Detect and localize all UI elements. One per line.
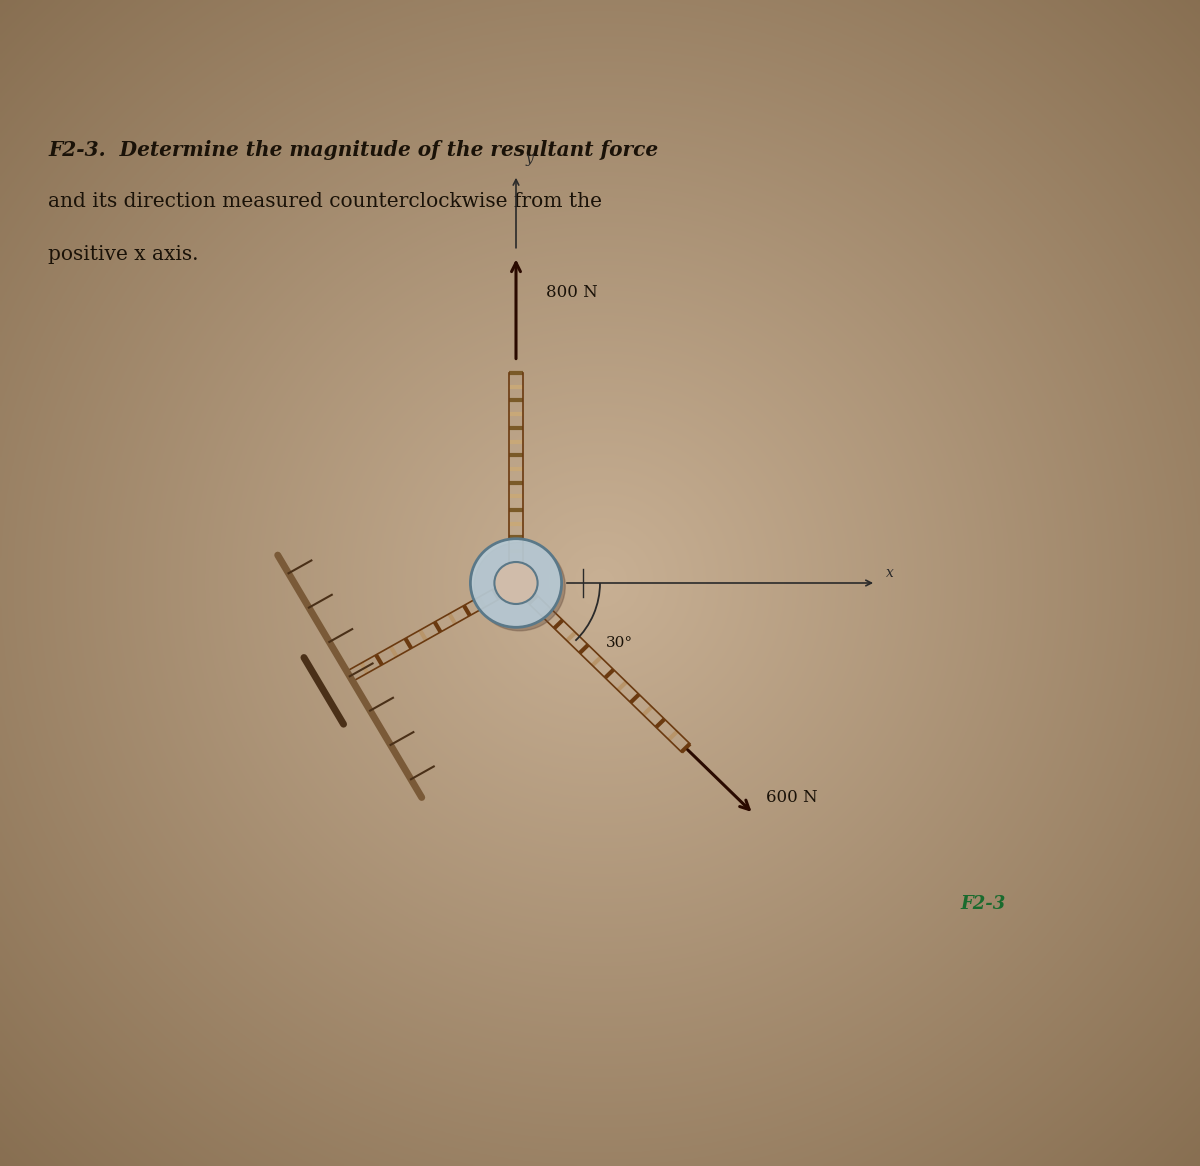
Text: 600 N: 600 N [766,789,817,806]
Text: 30°: 30° [606,637,634,651]
Circle shape [494,562,538,604]
Text: F2-3.  Determine the magnitude of the resultant force: F2-3. Determine the magnitude of the res… [48,140,658,160]
Text: positive x axis.: positive x axis. [48,245,198,264]
Text: and its direction measured counterclockwise from the: and its direction measured counterclockw… [48,192,602,211]
Text: y: y [526,153,534,167]
Circle shape [470,539,562,627]
Text: 800 N: 800 N [546,285,598,301]
Text: x: x [886,567,894,581]
Text: F2-3: F2-3 [960,895,1006,913]
Circle shape [474,542,565,631]
